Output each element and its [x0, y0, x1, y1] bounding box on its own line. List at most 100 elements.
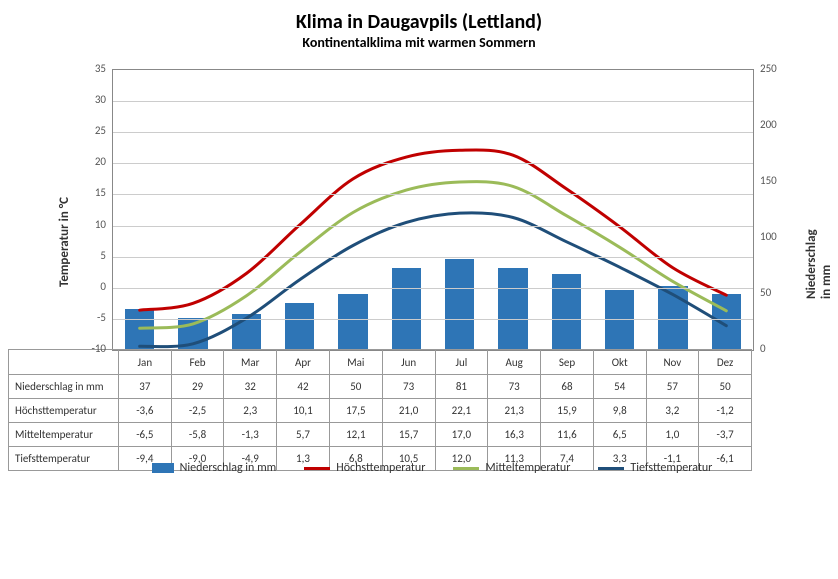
grid-line [113, 288, 753, 289]
tmax-line [140, 150, 727, 310]
legend-swatch-line [598, 467, 624, 470]
row-label: Mitteltemperatur [9, 423, 119, 447]
chart-subtitle: Kontinentalklima mit warmen Sommern [20, 34, 818, 51]
grid-line [113, 194, 753, 195]
grid-line [113, 132, 753, 133]
data-cell: 81 [435, 375, 488, 399]
tmin-line [140, 213, 727, 347]
data-cell: 15,7 [382, 423, 435, 447]
y-right-tick: 0 [760, 342, 766, 355]
month-header: Jun [382, 350, 435, 375]
month-header: Jul [435, 350, 488, 375]
month-header: Sep [541, 350, 594, 375]
data-cell: -2,5 [171, 399, 224, 423]
tmean-line [140, 182, 727, 329]
grid-line [113, 101, 753, 102]
legend: Niederschlag in mm Höchsttemperatur Mittel… [112, 461, 752, 475]
month-header: Aug [488, 350, 541, 375]
data-cell: 5,7 [277, 423, 330, 447]
data-cell: 1,0 [646, 423, 699, 447]
row-label: Tiefsttemperatur [9, 447, 119, 471]
data-cell: -3,7 [699, 423, 752, 447]
legend-item: Höchsttemperatur [304, 461, 425, 475]
month-header: Dez [699, 350, 752, 375]
legend-swatch-line [304, 467, 330, 470]
data-cell: -5,8 [171, 423, 224, 447]
y-left-tick: 15 [82, 186, 106, 199]
data-cell: 21,3 [488, 399, 541, 423]
month-header: Jan [118, 350, 171, 375]
legend-item: Niederschlag in mm [152, 461, 277, 475]
data-cell: -1,2 [699, 399, 752, 423]
data-cell: 73 [382, 375, 435, 399]
data-cell: 21,0 [382, 399, 435, 423]
plot-area [112, 69, 754, 351]
legend-label: Niederschlag in mm [180, 461, 277, 475]
data-table: JanFebMarAprMaiJunJulAugSepOktNovDez Nied… [8, 349, 752, 471]
row-label: Höchsttemperatur [9, 399, 119, 423]
y-left-tick: 0 [82, 280, 106, 293]
month-header: Apr [277, 350, 330, 375]
y-left-tick: -10 [82, 342, 106, 355]
y-left-tick: 20 [82, 155, 106, 168]
data-cell: 16,3 [488, 423, 541, 447]
legend-swatch-bar [152, 463, 174, 473]
y-right-tick: 250 [760, 62, 777, 75]
y-left-tick: 5 [82, 249, 106, 262]
data-cell: 54 [593, 375, 646, 399]
data-cell: 57 [646, 375, 699, 399]
month-header: Mai [329, 350, 382, 375]
y-right-tick: 200 [760, 118, 777, 131]
data-cell: -1,3 [224, 423, 277, 447]
y-left-tick: 30 [82, 93, 106, 106]
data-cell: 2,3 [224, 399, 277, 423]
y-right-tick: 150 [760, 174, 777, 187]
data-cell: 50 [329, 375, 382, 399]
month-header: Mar [224, 350, 277, 375]
data-cell: 29 [171, 375, 224, 399]
data-cell: 6,5 [593, 423, 646, 447]
data-cell: 42 [277, 375, 330, 399]
month-header: Okt [593, 350, 646, 375]
grid-line [113, 226, 753, 227]
y-right-tick: 100 [760, 230, 777, 243]
month-header: Nov [646, 350, 699, 375]
y-left-tick: -5 [82, 311, 106, 324]
data-cell: 10,1 [277, 399, 330, 423]
data-cell: -6,5 [118, 423, 171, 447]
y-axis-left-label: Temperatur in °C [57, 197, 72, 287]
data-cell: 11,6 [541, 423, 594, 447]
y-left-tick: 35 [82, 62, 106, 75]
data-cell: 50 [699, 375, 752, 399]
y-right-tick: 50 [760, 286, 771, 299]
grid-line [113, 163, 753, 164]
data-cell: 73 [488, 375, 541, 399]
legend-label: Höchsttemperatur [336, 461, 425, 475]
grid-line [113, 319, 753, 320]
legend-label: Tiefsttemperatur [630, 461, 712, 475]
data-cell: 22,1 [435, 399, 488, 423]
line-layer [113, 70, 753, 350]
data-cell: 12,1 [329, 423, 382, 447]
y-axis-right-label: Niederschlag in mm [804, 229, 834, 299]
chart-title: Klima in Daugavpils (Lettland) [20, 10, 818, 34]
month-header: Feb [171, 350, 224, 375]
legend-swatch-line [453, 467, 479, 470]
row-label: Niederschlag in mm [9, 375, 119, 399]
y-left-tick: 25 [82, 124, 106, 137]
data-cell: 3,2 [646, 399, 699, 423]
data-cell: 15,9 [541, 399, 594, 423]
grid-line [113, 257, 753, 258]
data-cell: 37 [118, 375, 171, 399]
data-cell: -3,6 [118, 399, 171, 423]
data-cell: 17,5 [329, 399, 382, 423]
y-left-tick: 10 [82, 218, 106, 231]
data-cell: 68 [541, 375, 594, 399]
legend-item: Mitteltemperatur [453, 461, 570, 475]
climate-chart: Temperatur in °C Niederschlag in mm JanF… [20, 61, 822, 495]
data-cell: 9,8 [593, 399, 646, 423]
legend-label: Mitteltemperatur [485, 461, 570, 475]
data-cell: 17,0 [435, 423, 488, 447]
legend-item: Tiefsttemperatur [598, 461, 712, 475]
data-cell: 32 [224, 375, 277, 399]
